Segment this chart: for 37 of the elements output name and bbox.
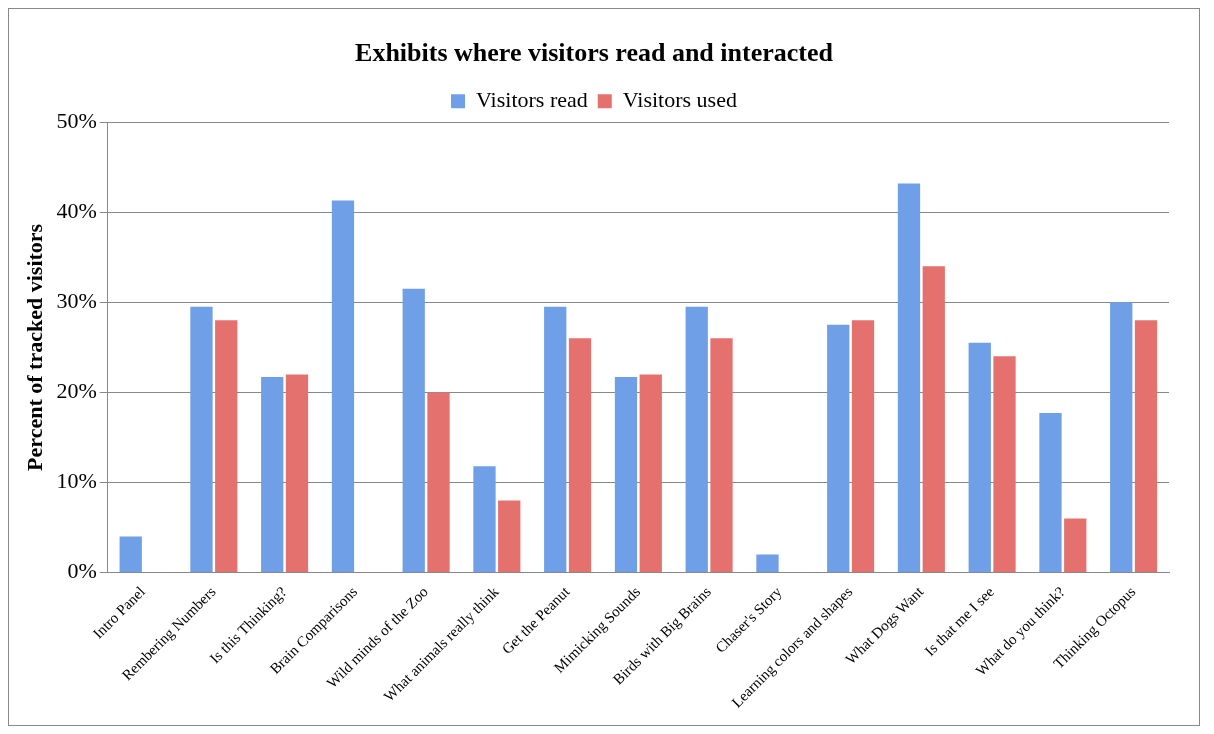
bar	[639, 374, 662, 573]
bar	[993, 356, 1016, 573]
bar	[851, 320, 875, 573]
bar	[685, 306, 708, 573]
bar	[1110, 302, 1133, 573]
legend-label: Visitors read	[476, 86, 588, 112]
y-tick-label: 0%	[67, 558, 97, 584]
bar	[402, 288, 425, 573]
bar	[331, 200, 355, 573]
legend-label: Visitors used	[622, 86, 737, 112]
bar	[1039, 413, 1062, 573]
bar	[922, 266, 945, 573]
y-tick-label: 10%	[56, 468, 97, 494]
bar	[285, 374, 309, 573]
bar	[710, 338, 733, 573]
bar	[544, 306, 567, 573]
bar	[827, 324, 850, 573]
bar	[1064, 518, 1087, 573]
bar	[568, 338, 592, 573]
bar	[261, 377, 284, 573]
y-axis-title: Percent of tracked visitors	[21, 223, 47, 471]
y-tick-label: 50%	[56, 107, 97, 133]
bar	[427, 392, 450, 573]
bar	[897, 183, 921, 573]
bar	[473, 466, 496, 573]
bar	[190, 306, 213, 573]
bar	[756, 554, 779, 573]
y-tick-label: 30%	[56, 288, 97, 314]
bar	[498, 500, 521, 573]
bar	[1134, 320, 1158, 573]
y-tick-label: 20%	[56, 378, 97, 404]
bar	[968, 342, 991, 573]
bar	[119, 536, 142, 573]
chart-title: Exhibits where visitors read and interacted	[355, 38, 834, 68]
y-tick-label: 40%	[56, 198, 97, 224]
bar	[614, 377, 638, 573]
bar	[215, 320, 238, 573]
